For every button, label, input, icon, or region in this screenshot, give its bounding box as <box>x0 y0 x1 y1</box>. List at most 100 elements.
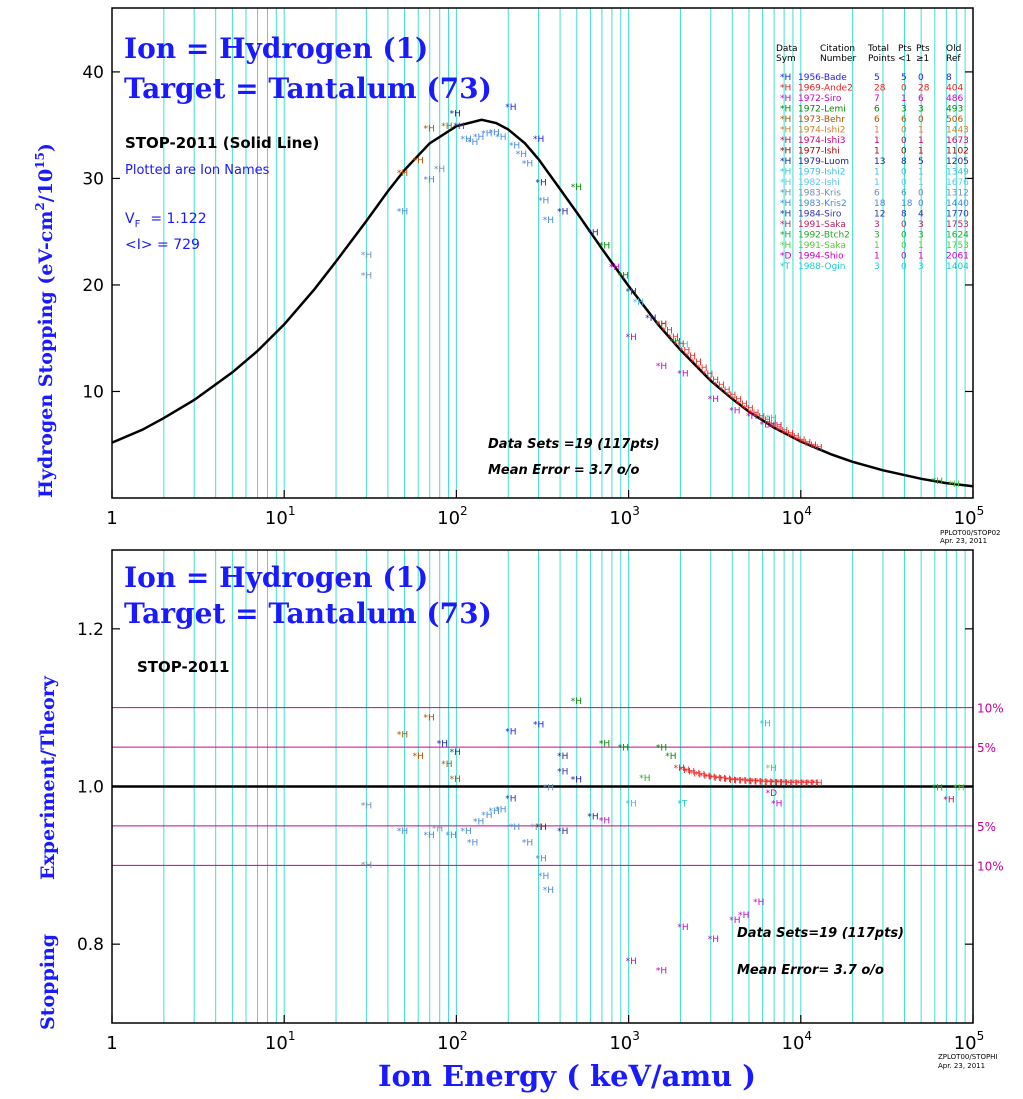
top-plotted-note: Plotted are Ion Names <box>125 163 270 178</box>
x-tick-label: 1 <box>106 508 117 529</box>
legend-cell: *T <box>780 262 791 272</box>
data-point: *H <box>626 799 637 809</box>
data-point: *H <box>587 229 598 239</box>
data-point: *H <box>771 779 782 789</box>
data-point: *H <box>522 839 533 849</box>
legend-cell: 28 <box>874 84 886 94</box>
x-tick-label: 105 <box>954 504 985 529</box>
legend-cell: *H <box>780 157 791 167</box>
legend-cell: 1349 <box>946 168 969 178</box>
legend-cell: 1977-Ishi <box>798 147 840 157</box>
legend-cell: 493 <box>946 105 963 115</box>
data-point: *H <box>742 405 753 415</box>
data-point: *H <box>729 407 740 417</box>
legend-cell: 3 <box>918 105 924 115</box>
data-point: *H <box>505 795 516 805</box>
data-point: *H <box>696 364 707 374</box>
data-point: *H <box>730 776 741 786</box>
data-point: *H <box>536 823 547 833</box>
data-point: *H <box>656 743 667 753</box>
data-point: *H <box>776 779 787 789</box>
legend-cell: *H <box>780 241 791 251</box>
data-point: *H <box>397 169 408 179</box>
data-point: *H <box>536 179 547 189</box>
data-point: *H <box>599 241 610 251</box>
data-point: *H <box>708 395 719 405</box>
legend-cell: 1 <box>874 147 880 157</box>
data-point: *H <box>771 799 782 809</box>
legend-cell: 1 <box>918 136 924 146</box>
legend-header: <1 <box>898 54 911 64</box>
data-point: *H <box>755 778 766 788</box>
data-point: *H <box>450 109 461 119</box>
data-point: *H <box>656 362 667 372</box>
data-point: *H <box>450 748 461 758</box>
legend-cell: 1404 <box>946 262 969 272</box>
legend-cell: 1992-Btch2 <box>798 231 850 241</box>
legend-cell: 1979-Luom <box>798 157 849 167</box>
x-tick-label: 101 <box>265 1029 296 1054</box>
data-point: *H <box>714 381 725 391</box>
legend-cell: 0 <box>901 84 907 94</box>
data-point: *H <box>461 135 472 145</box>
legend-cell: 28 <box>918 84 930 94</box>
legend-header: Points <box>868 54 895 64</box>
top-data-sets: Data Sets =19 (117pts) <box>488 437 660 452</box>
legend-cell: 1973-Behr <box>798 115 845 125</box>
legend-cell: 1956-Bade <box>798 73 847 83</box>
legend-cell: 0 <box>901 231 907 241</box>
x-tick-label: 104 <box>782 1029 813 1054</box>
data-point: *H <box>432 824 443 834</box>
legend-cell: 6 <box>874 189 880 199</box>
data-point: *H <box>709 774 720 784</box>
y-tick-label: 40 <box>82 63 104 83</box>
legend-cell: 0 <box>901 241 907 251</box>
data-point: *H <box>754 412 765 422</box>
data-point: *H <box>557 827 568 837</box>
legend-cell: 1 <box>918 147 924 157</box>
legend-cell: 1 <box>901 94 907 104</box>
data-point: *H <box>729 916 740 926</box>
data-point: *H <box>788 433 799 443</box>
bottom-mean-error: Mean Error= 3.7 o/o <box>737 963 884 978</box>
bottom-y-tick-labels: 0.8 1.0 1.2 <box>77 620 973 955</box>
legend-cell: 3 <box>901 105 907 115</box>
legend-cell: 0 <box>901 126 907 136</box>
vf-label: VF = 1.122 <box>125 211 207 230</box>
data-point: *D <box>760 420 772 430</box>
legend-cell: 1 <box>874 168 880 178</box>
data-point: *H <box>423 124 434 134</box>
legend-cell: 1984-Siro <box>798 210 842 220</box>
legend-cell: *H <box>780 220 791 230</box>
error-band-label: 10% <box>977 859 1004 873</box>
legend-header: Old <box>946 44 961 54</box>
top-ion-title: Ion = Hydrogen (1) <box>124 32 428 65</box>
legend-cell: 1972-Lemi <box>798 105 846 115</box>
data-point: *H <box>699 772 710 782</box>
legend-cell: 3 <box>874 231 880 241</box>
data-point: *H <box>673 340 684 350</box>
top-stopping-curve <box>111 118 974 488</box>
top-stamp-code: PPLOT00/STOP02 <box>940 529 1001 537</box>
data-point: *H <box>536 854 547 864</box>
data-point: *H <box>571 697 582 707</box>
data-point: *H <box>760 720 771 730</box>
top-curve-label: STOP-2011 (Solid Line) <box>125 134 319 152</box>
data-point: *H <box>397 207 408 217</box>
data-point: *H <box>943 795 954 805</box>
legend-cell: 8 <box>901 210 907 220</box>
data-point: *H <box>538 197 549 207</box>
data-point: *H <box>670 337 681 347</box>
data-point: *H <box>557 768 568 778</box>
data-point: *H <box>495 133 506 143</box>
data-point: *H <box>806 441 817 451</box>
x-tick-label: 105 <box>954 1029 985 1054</box>
data-point: *H <box>441 760 452 770</box>
top-target-title: Target = Tantalum (73) <box>124 72 492 105</box>
data-point: *H <box>571 776 582 786</box>
data-point: *H <box>423 713 434 723</box>
data-point: *H <box>571 183 582 193</box>
bottom-data-points: *H*H*H*H*H*H*H*H*H*H*H*H*H *H*H*H*H*H*H*H… <box>361 697 965 977</box>
